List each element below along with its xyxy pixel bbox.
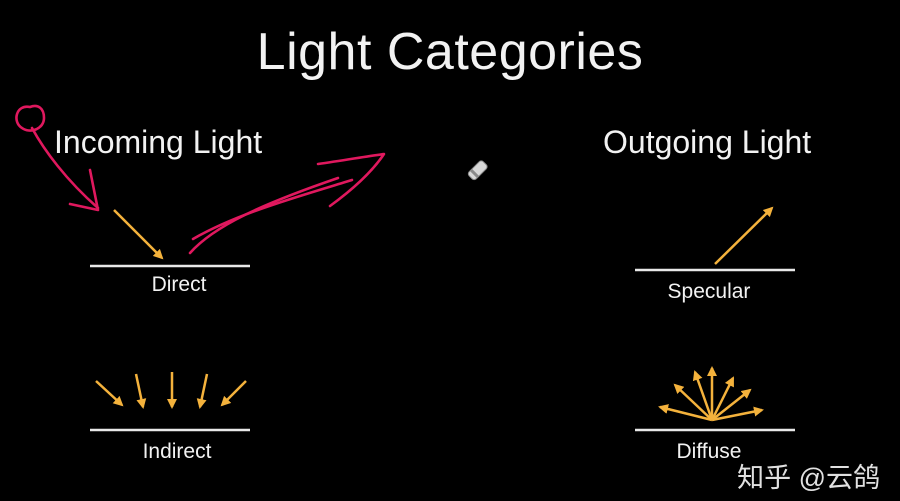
annotation-reflect-stroke [188, 176, 340, 255]
annotation-reflect-stroke [191, 178, 354, 241]
diffuse-ray-arrow-icon [710, 376, 735, 421]
direct-label: Direct [151, 273, 207, 296]
annotation-incoming-arrowhead [68, 168, 100, 212]
hand-drawn-annotation [15, 104, 386, 255]
indirect-label: Indirect [142, 440, 212, 463]
specular-label: Specular [667, 280, 751, 303]
diffuse-rays [658, 366, 764, 422]
pen-pointer-icon [467, 160, 488, 181]
diffuse-label: Diffuse [676, 440, 742, 463]
specular-ray-arrow-icon [714, 206, 774, 265]
zhihu-watermark: 知乎 @云鸽 [737, 463, 880, 493]
diffuse-ray-arrow-icon [711, 388, 752, 421]
outgoing-light-heading: Outgoing Light [603, 124, 812, 160]
annotation-incoming-stroke [30, 126, 100, 210]
diffuse-ray-arrow-icon [658, 404, 713, 422]
annotation-reflect-arrowhead [316, 152, 386, 208]
incoming-light-heading: Incoming Light [54, 124, 263, 160]
diffuse-ray-arrow-icon [692, 370, 714, 421]
indirect-ray-arrow-icon [196, 373, 209, 409]
direct-ray-arrow-icon [113, 209, 164, 260]
annotation-light-source-circle [15, 104, 46, 132]
indirect-ray-arrow-icon [134, 373, 147, 409]
indirect-ray-arrow-icon [95, 380, 124, 407]
indirect-rays [95, 372, 247, 409]
diffuse-ray-arrow-icon [711, 406, 764, 422]
diffuse-ray-arrow-icon [673, 383, 713, 421]
slide-title: Light Categories [256, 23, 644, 81]
indirect-ray-arrow-icon [220, 380, 247, 407]
